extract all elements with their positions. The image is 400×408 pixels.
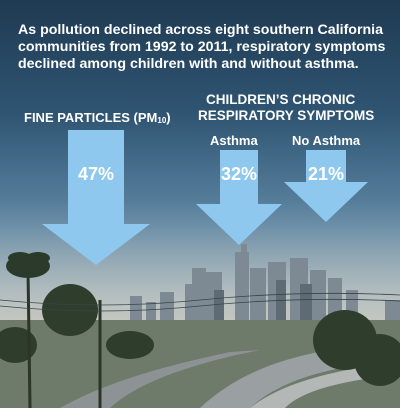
headline-text: As pollution declined across eight south…: [18, 22, 386, 72]
chronic-heading-line1: CHILDREN’S CHRONIC: [206, 92, 356, 107]
fine-particles-percent: 47%: [77, 164, 115, 184]
no-asthma-down-arrow: [284, 150, 368, 222]
fine-particles-label: FINE PARTICLES (PM10): [24, 110, 171, 125]
asthma-label: Asthma: [210, 133, 258, 148]
fine-particles-down-arrow: [42, 130, 150, 265]
chronic-heading-line2: RESPIRATORY SYMPTOMS: [198, 108, 375, 123]
no-asthma-percent: 21%: [307, 164, 345, 184]
asthma-percent: 32%: [220, 164, 258, 184]
no-asthma-label: No Asthma: [292, 133, 361, 148]
asthma-down-arrow: [196, 150, 282, 245]
